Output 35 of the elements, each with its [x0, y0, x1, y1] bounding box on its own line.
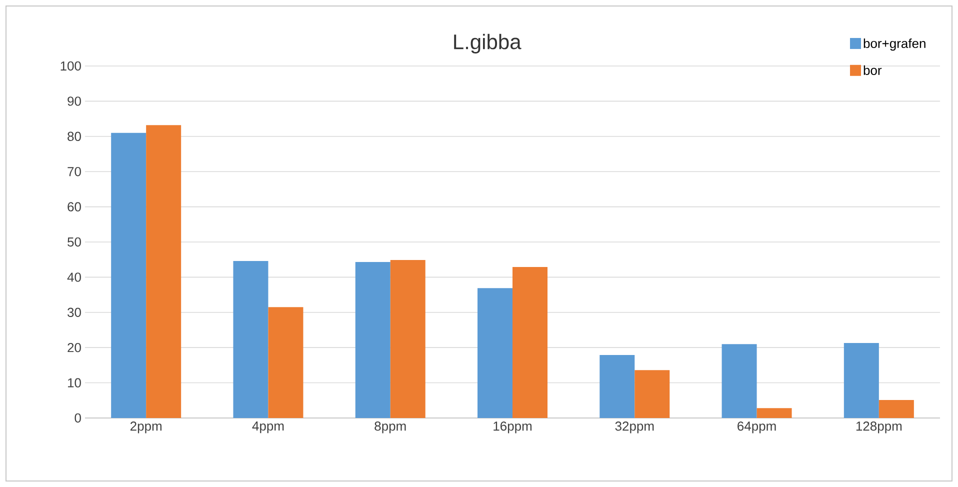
y-tick-label: 30 — [68, 308, 81, 317]
bar — [268, 307, 304, 418]
x-tick-label: 32ppm — [615, 422, 654, 434]
x-tick-label: 8ppm — [374, 422, 406, 434]
x-tick-label: 2ppm — [130, 422, 162, 434]
bar — [634, 370, 670, 418]
y-tick-label: 50 — [68, 237, 81, 247]
bar — [512, 266, 548, 418]
y-tick-label: 90 — [68, 96, 81, 106]
bar — [844, 343, 879, 418]
y-tick-label: 60 — [68, 202, 81, 212]
y-tick-label: 70 — [68, 166, 81, 176]
x-tick-label: 16ppm — [494, 422, 532, 434]
bar — [722, 344, 757, 418]
bar — [756, 408, 792, 418]
y-tick-label: 80 — [68, 132, 81, 141]
legend-label: bor — [864, 65, 882, 75]
bar — [600, 354, 635, 418]
y-tick-label: 0 — [74, 413, 81, 423]
bar — [233, 260, 268, 418]
x-tick-label: 4ppm — [252, 422, 284, 434]
bar — [111, 132, 146, 418]
chart-title: L.gibba — [454, 34, 522, 54]
x-tick-label: 128ppm — [856, 422, 902, 434]
legend-label: bor+grafen — [864, 38, 926, 51]
bar — [355, 262, 390, 418]
y-tick-label: 100 — [60, 61, 81, 71]
bar — [146, 125, 182, 418]
y-tick-label: 20 — [68, 342, 81, 352]
x-tick-label: 64ppm — [738, 422, 776, 434]
bar — [878, 400, 914, 418]
y-tick-label: 40 — [67, 272, 81, 282]
y-tick-label: 10 — [68, 378, 81, 388]
bar — [390, 260, 426, 418]
bar — [478, 288, 513, 418]
